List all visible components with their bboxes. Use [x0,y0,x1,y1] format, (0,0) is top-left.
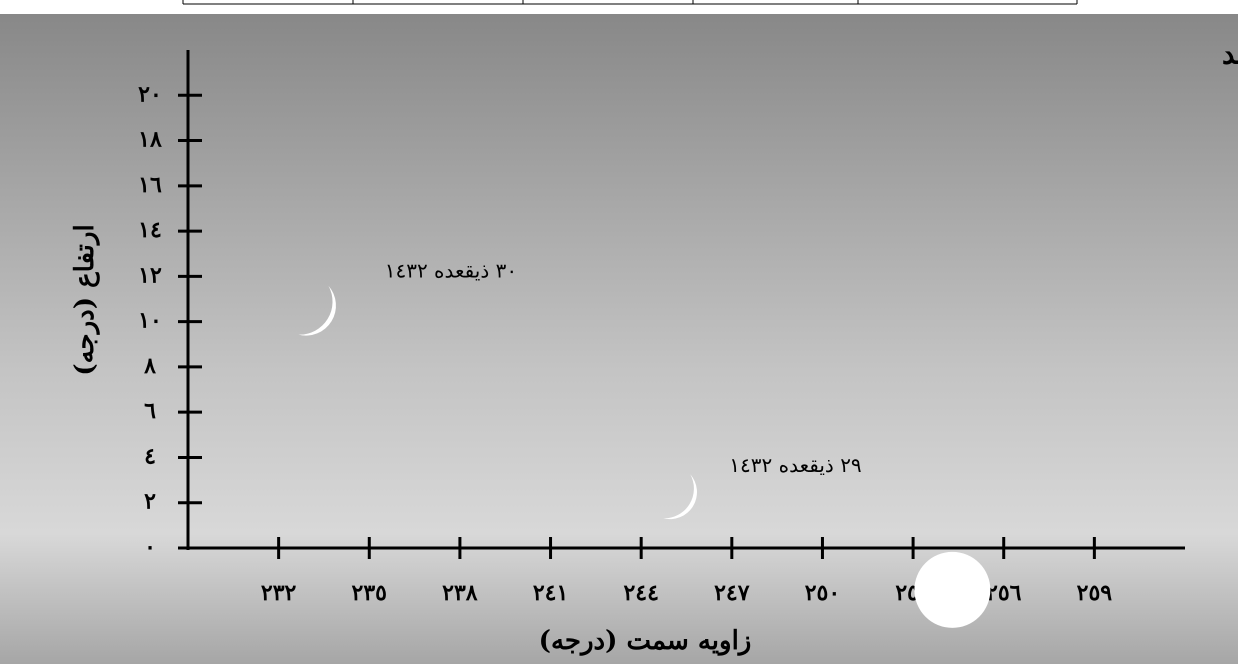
sun [914,551,991,628]
y-tick-label: ١٢ [138,262,162,288]
x-tick-label: ٢٤٧ [714,580,750,606]
x-tick-label: ٢٤٤ [623,580,658,606]
table-edge [182,0,1078,5]
x-axis-label: زاویه سمت (درجه) [539,626,752,656]
y-tick-label: ١٠ [138,308,162,334]
y-tick-label: ٤ [144,443,156,469]
x-tick-label: ٢٣٨ [442,580,478,606]
x-tick-label: ٢٣٢ [261,580,297,606]
y-tick-label: ٢٠ [138,81,162,107]
x-tick-label: ٢٥٩ [1077,580,1113,606]
x-tick-label: ٢٣٥ [352,580,387,606]
y-tick-label: ٠ [144,534,156,560]
y-tick-label: ١٦ [138,172,162,198]
chart-bg [0,14,1238,664]
x-tick-label: ٢٤١ [533,580,568,606]
moon-label: ٣٠ ذیقعده ١٤٣٢ [385,258,517,282]
moon-label: ٢٩ ذیقعده ١٤٣٢ [729,453,861,477]
y-tick-label: ٢ [144,489,156,515]
y-axis-label: ارتفاع (درجه) [70,224,100,375]
y-tick-label: ١٤ [138,217,162,243]
x-tick-label: ٢٥٦ [986,580,1022,606]
chart-title: آبان ١٣٩٠؛ مشهد [1222,36,1238,72]
y-tick-label: ٦ [144,398,156,424]
x-tick-label: ٢٥٠ [805,580,840,606]
moon-crescent [298,285,336,336]
y-tick-label: ١٨ [138,127,162,153]
y-tick-label: ٨ [143,353,156,379]
moon-crescent [663,474,697,520]
